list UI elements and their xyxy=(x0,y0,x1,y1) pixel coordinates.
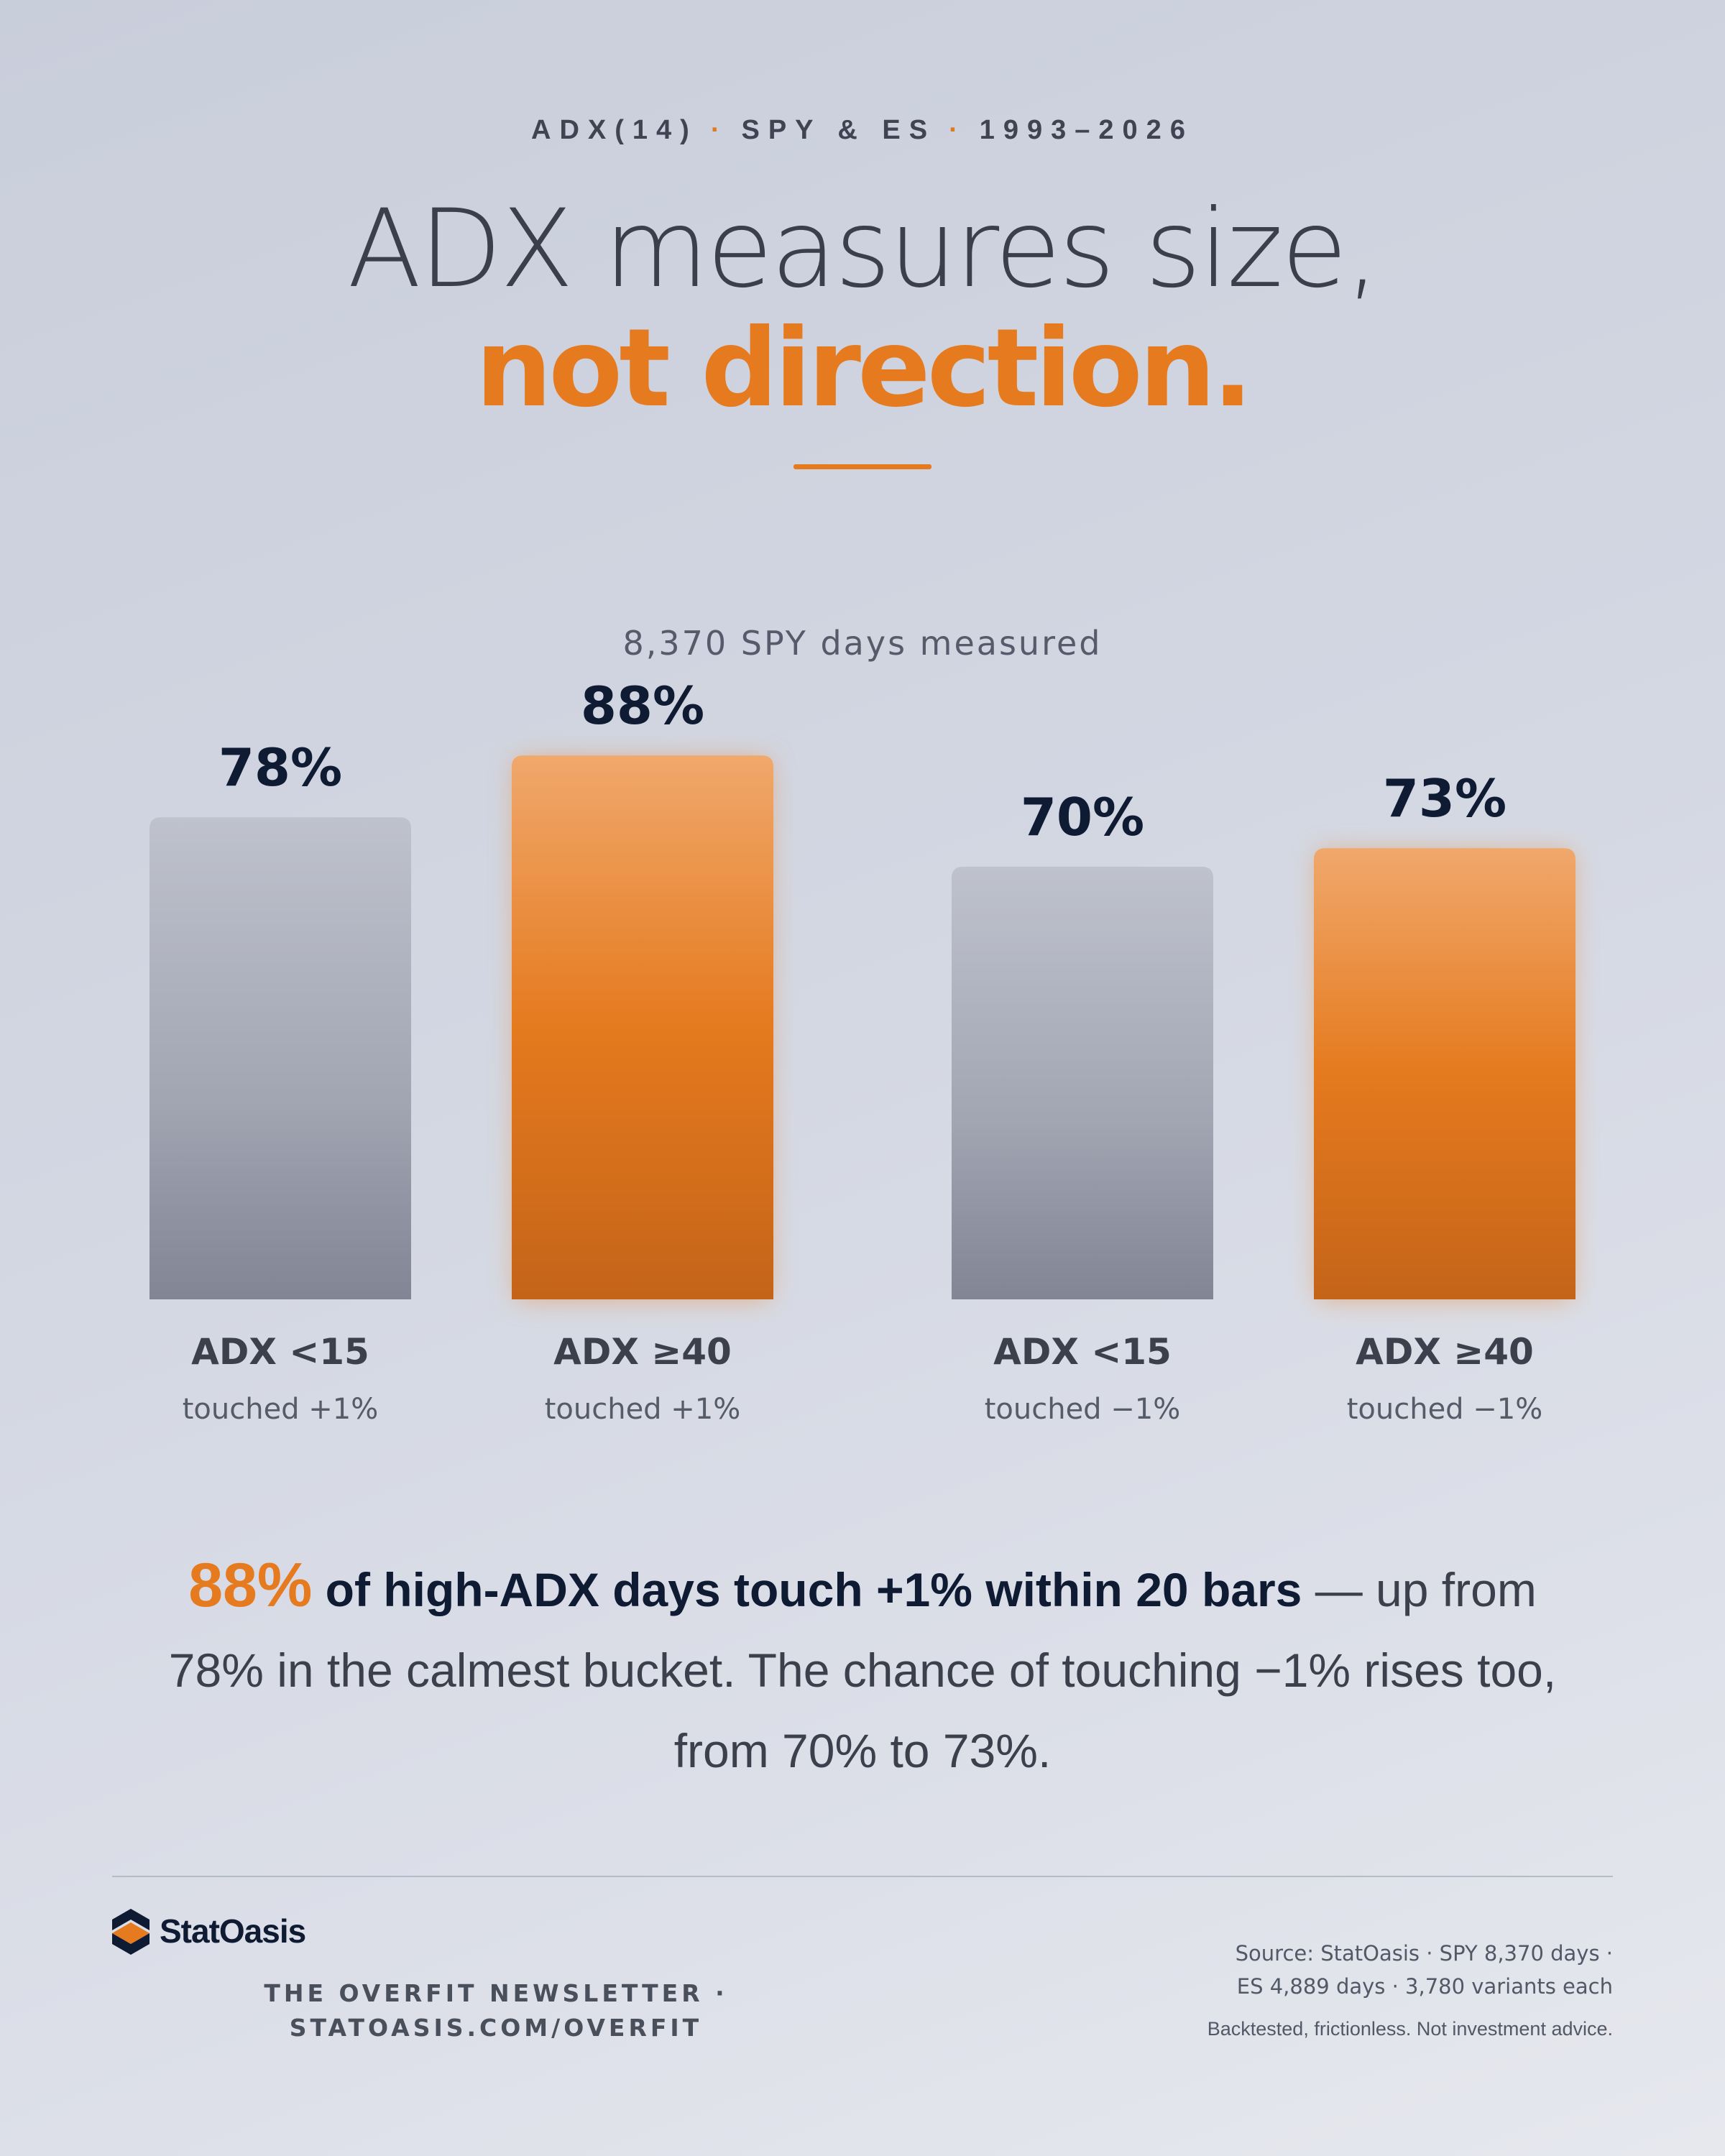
disclaimer: Backtested, frictionless. Not investment… xyxy=(1207,2018,1613,2040)
source-line-1: Source: StatOasis · SPY 8,370 days · xyxy=(1235,1941,1613,1966)
value-label-1: 78% xyxy=(218,737,342,798)
bar-4 xyxy=(1314,848,1576,1299)
bar-3 xyxy=(952,867,1213,1299)
title-line-2: not direction. xyxy=(475,306,1253,431)
eyebrow-indicator: ADX(14) xyxy=(531,115,698,145)
value-label-4: 73% xyxy=(1383,768,1506,829)
category-sublabel-2: touched +1% xyxy=(544,1393,741,1426)
eyebrow-tickers: SPY & ES xyxy=(741,115,937,145)
category-label-1: ADX <15 xyxy=(191,1331,369,1373)
summary-text: 88% of high-ADX days touch +1% within 20… xyxy=(144,1545,1581,1791)
category-label-2: ADX ≥40 xyxy=(553,1331,732,1373)
bar-chart: 78% 88% 70% 73% xyxy=(150,676,1576,1299)
category-sublabel-3: touched −1% xyxy=(984,1393,1181,1426)
separator-dot: · xyxy=(710,115,729,145)
chart-subtitle: 8,370 SPY days measured xyxy=(622,624,1103,663)
newsletter-link[interactable]: THE OVERFIT NEWSLETTER · STATOASIS.COM/O… xyxy=(237,1976,755,2045)
eyebrow-years: 1993–2026 xyxy=(979,115,1194,145)
value-label-3: 70% xyxy=(1021,787,1144,847)
title-line-1: ADX measures size, xyxy=(347,187,1379,312)
category-sublabel-4: touched −1% xyxy=(1346,1393,1543,1426)
title-underline xyxy=(794,464,932,469)
bar-2 xyxy=(512,755,773,1299)
footer-divider xyxy=(112,1876,1613,1877)
bar-1 xyxy=(150,817,411,1299)
category-label-4: ADX ≥40 xyxy=(1356,1331,1534,1373)
source-line-2: ES 4,889 days · 3,780 variants each xyxy=(1236,1974,1613,1999)
statoasis-logo-icon xyxy=(112,1909,150,1955)
brand-name: StatOasis xyxy=(160,1912,306,1950)
summary-bold: of high-ADX days touch +1% within 20 bar… xyxy=(312,1563,1302,1616)
value-label-2: 88% xyxy=(581,676,704,736)
separator-dot: · xyxy=(949,115,967,145)
summary-highlight: 88% xyxy=(188,1551,313,1620)
newsletter-line-1: THE OVERFIT NEWSLETTER · xyxy=(264,1979,728,2007)
eyebrow: ADX(14) · SPY & ES · 1993–2026 xyxy=(0,115,1725,146)
category-sublabel-1: touched +1% xyxy=(182,1393,379,1426)
newsletter-line-2: STATOASIS.COM/OVERFIT xyxy=(289,2014,703,2042)
category-label-3: ADX <15 xyxy=(993,1331,1172,1373)
source-note: Source: StatOasis · SPY 8,370 days · ES … xyxy=(966,1937,1613,2003)
summary-rest: — up from 78% in the calmest bucket. The… xyxy=(168,1563,1557,1777)
